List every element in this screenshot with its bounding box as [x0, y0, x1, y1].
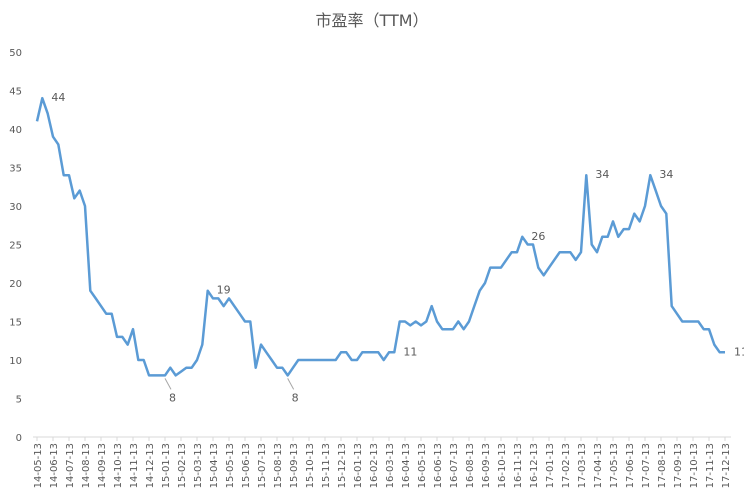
x-tick-label: 15-06-13 — [241, 443, 252, 488]
x-tick-label: 17-02-13 — [561, 443, 572, 488]
data-label: 34 — [595, 168, 609, 181]
x-tick-label: 16-08-13 — [465, 443, 476, 488]
data-label: 8 — [292, 391, 299, 404]
x-tick-label: 17-04-13 — [593, 443, 604, 488]
x-tick-label: 14-09-13 — [97, 443, 108, 488]
x-tick-label: 17-01-13 — [545, 443, 556, 488]
x-tick-label: 15-12-13 — [337, 443, 348, 488]
x-tick-label: 14-06-13 — [49, 443, 60, 488]
x-tick-label: 15-11-13 — [321, 443, 332, 488]
y-tick-label: 40 — [9, 125, 22, 136]
data-label: 26 — [531, 230, 545, 243]
x-tick-label: 16-12-13 — [529, 443, 540, 488]
y-tick-label: 5 — [16, 395, 22, 406]
x-tick-label: 16-06-13 — [433, 443, 444, 488]
y-tick-label: 30 — [9, 202, 22, 213]
x-tick-label: 16-10-13 — [497, 443, 508, 488]
x-tick-label: 15-04-13 — [209, 443, 220, 488]
data-label: 11 — [734, 345, 744, 358]
data-label: 11 — [403, 345, 417, 358]
x-tick-label: 17-03-13 — [577, 443, 588, 488]
x-tick-label: 17-07-13 — [641, 443, 652, 488]
data-label: 8 — [169, 391, 176, 404]
x-tick-label: 17-06-13 — [625, 443, 636, 488]
x-tick-label: 14-10-13 — [113, 443, 124, 488]
y-tick-label: 20 — [9, 279, 22, 290]
x-tick-label: 15-03-13 — [193, 443, 204, 488]
x-tick-label: 17-12-13 — [721, 443, 732, 488]
x-tick-label: 15-01-13 — [161, 443, 172, 488]
x-tick-label: 17-09-13 — [673, 443, 684, 488]
x-tick-label: 16-04-13 — [401, 443, 412, 488]
x-tick-label: 15-09-13 — [289, 443, 300, 488]
x-tick-label: 15-10-13 — [305, 443, 316, 488]
x-tick-label: 14-11-13 — [129, 443, 140, 488]
x-tick-label: 15-07-13 — [257, 443, 268, 488]
data-label: 34 — [659, 168, 673, 181]
data-label: 44 — [51, 91, 65, 104]
x-tick-label: 16-05-13 — [417, 443, 428, 488]
x-tick-label: 17-08-13 — [657, 443, 668, 488]
x-tick-label: 16-01-13 — [353, 443, 364, 488]
y-tick-label: 50 — [9, 48, 22, 59]
x-tick-label: 15-05-13 — [225, 443, 236, 488]
x-tick-label: 15-02-13 — [177, 443, 188, 488]
y-tick-label: 15 — [9, 318, 22, 329]
x-tick-label: 14-08-13 — [81, 443, 92, 488]
y-tick-label: 0 — [16, 433, 22, 444]
leader-line — [287, 378, 295, 390]
chart-title: 市盈率（TTM） — [315, 11, 428, 30]
y-tick-label: 45 — [9, 87, 22, 98]
x-tick-label: 17-05-13 — [609, 443, 620, 488]
y-tick-label: 35 — [9, 164, 22, 175]
x-tick-label: 14-05-13 — [33, 443, 44, 488]
x-tick-label: 14-12-13 — [145, 443, 156, 488]
x-tick-label: 16-11-13 — [513, 443, 524, 488]
x-tick-label: 16-07-13 — [449, 443, 460, 488]
leader-line — [164, 378, 172, 390]
data-label: 19 — [217, 284, 231, 297]
x-tick-label: 16-03-13 — [385, 443, 396, 488]
x-tick-label: 14-07-13 — [65, 443, 76, 488]
x-tick-label: 17-11-13 — [705, 443, 716, 488]
x-tick-label: 16-09-13 — [481, 443, 492, 488]
line — [35, 96, 725, 377]
x-tick-label: 15-08-13 — [273, 443, 284, 488]
y-tick-label: 25 — [9, 241, 22, 252]
y-tick-label: 10 — [9, 356, 22, 367]
x-tick-label: 17-10-13 — [689, 443, 700, 488]
x-tick-label: 16-02-13 — [369, 443, 380, 488]
